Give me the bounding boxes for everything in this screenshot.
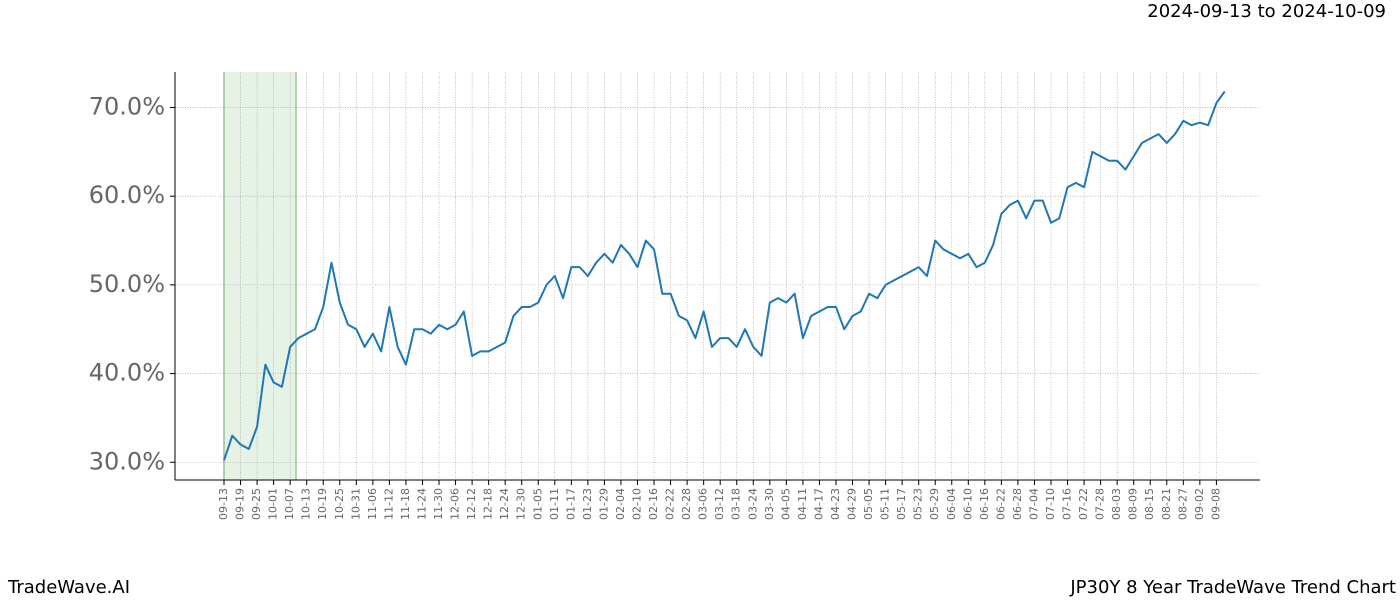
x-tick-label: 11-24 (415, 488, 428, 520)
x-tick-label: 03-30 (763, 488, 776, 520)
date-range: 2024-09-13 to 2024-10-09 (1147, 1, 1386, 22)
x-tick-label: 10-07 (283, 488, 296, 520)
x-tick-label: 07-28 (1094, 488, 1107, 520)
x-tick-label: 12-06 (449, 488, 462, 520)
x-tick-label: 09-19 (234, 488, 247, 520)
y-tick-label: 30.0% (89, 447, 165, 475)
x-tick-label: 10-13 (300, 488, 313, 520)
x-tick-label: 10-31 (349, 488, 362, 520)
trend-line (223, 90, 1226, 461)
x-tick-label: 06-16 (978, 488, 991, 520)
x-tick-label: 10-19 (316, 488, 329, 520)
x-tick-label: 05-17 (895, 488, 908, 520)
x-tick-label: 09-25 (250, 488, 263, 520)
x-tick-label: 02-16 (647, 488, 660, 520)
x-tick-label: 06-22 (994, 488, 1007, 520)
x-tick-label: 04-29 (846, 488, 859, 520)
x-tick-label: 04-11 (796, 488, 809, 520)
highlight-span (224, 72, 296, 480)
y-tick-label: 60.0% (89, 181, 165, 209)
chart-title: JP30Y 8 Year TradeWave Trend Chart (1069, 577, 1396, 598)
x-tick-label: 04-23 (829, 488, 842, 520)
x-tick-label: 03-18 (730, 488, 743, 520)
x-tick-label: 09-02 (1193, 488, 1206, 520)
x-tick-label: 03-24 (746, 488, 759, 520)
x-tick-label: 04-17 (812, 488, 825, 520)
x-tick-label: 05-23 (912, 488, 925, 520)
x-tick-label: 10-01 (267, 488, 280, 520)
x-tick-label: 01-11 (548, 488, 561, 520)
x-tick-label: 04-05 (779, 488, 792, 520)
x-tick-label: 08-09 (1127, 488, 1140, 520)
x-tick-label: 08-21 (1160, 488, 1173, 520)
plot (223, 90, 1226, 461)
x-tick-label: 11-06 (366, 488, 379, 520)
x-tick-label: 01-05 (531, 488, 544, 520)
x-tick-label: 03-06 (697, 488, 710, 520)
x-tick-label: 01-29 (597, 488, 610, 520)
x-tick-label: 11-12 (382, 488, 395, 520)
y-tick-label: 70.0% (89, 92, 165, 120)
x-tick-label: 12-30 (515, 488, 528, 520)
x-tick-label: 06-04 (945, 488, 958, 520)
y-tick-label: 40.0% (89, 359, 165, 387)
brand: TradeWave.AI (7, 577, 130, 598)
x-tick-label: 06-28 (1011, 488, 1024, 520)
x-tick-label: 06-10 (961, 488, 974, 520)
x-tick-label: 02-28 (680, 488, 693, 520)
y-tick-label: 50.0% (89, 270, 165, 298)
x-tick-label: 08-15 (1143, 488, 1156, 520)
x-tick-label: 01-23 (581, 488, 594, 520)
x-tick-label: 01-17 (564, 488, 577, 520)
x-tick-label: 07-22 (1077, 488, 1090, 520)
x-tick-label: 05-11 (879, 488, 892, 520)
x-tick-label: 08-27 (1176, 488, 1189, 520)
x-tick-label: 03-12 (713, 488, 726, 520)
x-tick-label: 11-30 (432, 488, 445, 520)
x-tick-label: 05-05 (862, 488, 875, 520)
x-tick-label: 05-29 (928, 488, 941, 520)
x-tick-label: 02-10 (631, 488, 644, 520)
x-tick-label: 10-25 (333, 488, 346, 520)
x-tick-label: 07-16 (1061, 488, 1074, 520)
x-tick-label: 02-22 (664, 488, 677, 520)
x-tick-label: 02-04 (614, 488, 627, 520)
x-tick-label: 12-24 (498, 488, 511, 520)
x-tick-label: 12-12 (465, 488, 478, 520)
x-tick-label: 08-03 (1110, 488, 1123, 520)
x-tick-label: 07-04 (1027, 488, 1040, 520)
x-tick-label: 09-13 (217, 488, 230, 520)
x-tick-label: 09-08 (1209, 488, 1222, 520)
x-tick-label: 12-18 (482, 488, 495, 520)
x-tick-label: 11-18 (399, 488, 412, 520)
x-tick-label: 07-10 (1044, 488, 1057, 520)
grid (175, 72, 1260, 480)
